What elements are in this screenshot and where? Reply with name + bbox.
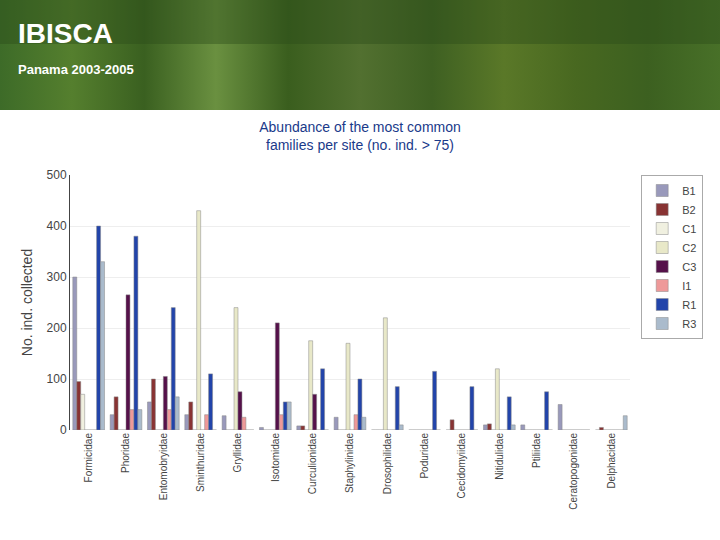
html-text:Panama 2003-2005: Panama 2003-2005 [18,62,134,77]
svg-text:Curculionidae: Curculionidae [307,433,318,495]
svg-text:Staphylinidae: Staphylinidae [344,433,355,493]
html-text:IBISCA: IBISCA [18,18,113,49]
svg-text:No. ind. collected: No. ind. collected [19,249,35,356]
svg-text:Ptiliidae: Ptiliidae [531,433,542,468]
svg-text:I1: I1 [682,280,691,292]
svg-text:Delphacidae: Delphacidae [606,433,617,489]
svg-text:Ceratopogonidae: Ceratopogonidae [568,433,579,510]
svg-text:Phoridae: Phoridae [120,433,131,473]
svg-text:C1: C1 [682,223,696,235]
svg-text:200: 200 [47,321,67,335]
svg-text:500: 500 [47,168,67,182]
svg-text:0: 0 [60,423,67,437]
svg-text:Entomobryidae: Entomobryidae [158,433,169,501]
svg-text:300: 300 [47,270,67,284]
svg-text:Formicidae: Formicidae [83,433,94,483]
svg-text:B1: B1 [682,185,695,197]
svg-text:Poduridae: Poduridae [419,433,430,479]
svg-text:Isotomidae: Isotomidae [270,433,281,482]
svg-text:R3: R3 [682,318,696,330]
svg-text:R1: R1 [682,299,696,311]
svg-text:Cecidomyiidae: Cecidomyiidae [456,433,467,499]
svg-text:400: 400 [47,219,67,233]
svg-text:Sminthuridae: Sminthuridae [195,433,206,492]
svg-text:Gryllidae: Gryllidae [232,433,243,473]
svg-text:Abundance of the most commonfa: Abundance of the most commonfamilies per… [259,119,461,153]
svg-text:Nitidulidae: Nitidulidae [494,433,505,480]
svg-text:C3: C3 [682,261,696,273]
svg-text:100: 100 [47,372,67,386]
svg-text:Drosophilidae: Drosophilidae [382,433,393,495]
svg-text:B2: B2 [682,204,695,216]
svg-text:C2: C2 [682,242,696,254]
